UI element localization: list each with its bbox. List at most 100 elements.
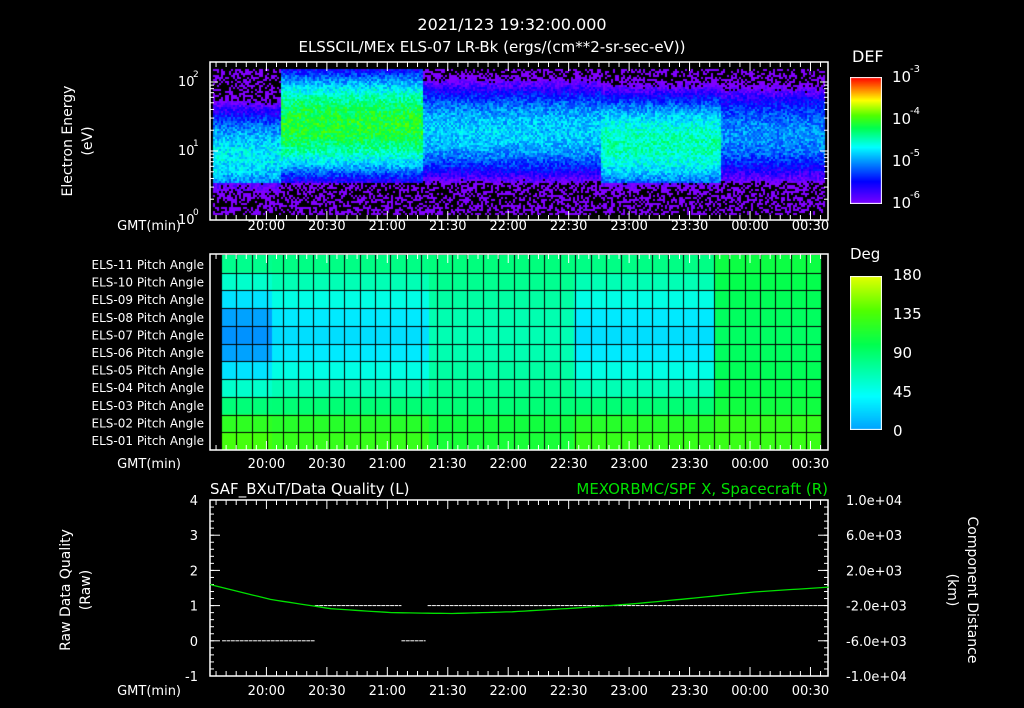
left-tick-label: 4: [190, 494, 198, 509]
pitch-row-labels: ELS-11 Pitch Angle ELS-10 Pitch Angle ELS-…: [92, 258, 204, 448]
time-tick-label: 23:30: [671, 457, 708, 472]
pitch-row-label: ELS-06 Pitch Angle: [92, 346, 204, 360]
pitch-frame: [209, 253, 829, 451]
right-tick-label: 2.0e+03: [846, 564, 902, 579]
time-tick-label: 20:00: [248, 219, 285, 234]
pitch-row-label: ELS-02 Pitch Angle: [92, 416, 204, 430]
svg-text:0: 0: [193, 208, 199, 218]
quality-left-ticks: 4 3 2 1 0 -1: [185, 494, 220, 685]
def-tick-0: 10-3: [892, 64, 920, 86]
quality-frame: [209, 499, 829, 677]
pitch-row-label: ELS-04 Pitch Angle: [92, 381, 204, 395]
pitch-row-label: ELS-01 Pitch Angle: [92, 434, 204, 448]
left-tick-label: 3: [190, 529, 198, 544]
left-tick-label: 1: [190, 600, 198, 615]
pitch-row-label: ELS-05 Pitch Angle: [92, 364, 204, 378]
spectrogram-ytick-1: 101: [178, 139, 199, 159]
quality-right-title: MEXORBMC/SPF X, Spacecraft (R): [576, 480, 828, 498]
pitch-row-label: ELS-09 Pitch Angle: [92, 293, 204, 307]
svg-text:-4: -4: [910, 106, 920, 117]
time-tick-label: 20:30: [308, 219, 345, 234]
svg-text:2: 2: [193, 70, 199, 80]
svg-text:10: 10: [892, 68, 911, 86]
pitch-row-label: ELS-08 Pitch Angle: [92, 311, 204, 325]
time-tick-label: 00:30: [792, 219, 829, 234]
quality-left-ylabel: Raw Data Quality: [58, 529, 74, 651]
pitch-row-label: ELS-03 Pitch Angle: [92, 399, 204, 413]
pitch-angle-heatmap: [211, 255, 828, 450]
deg-colorbar-label: Deg: [850, 245, 880, 263]
left-tick-label: 0: [190, 635, 198, 650]
deg-tick-90: 90: [893, 344, 912, 362]
time-labels: GMT(min) 20:00 20:30 21:00 21:30 22:00 22:30 23…: [117, 219, 829, 699]
quality-left-yunit: (Raw): [78, 570, 94, 610]
svg-text:10: 10: [892, 110, 911, 128]
right-tick-label: -2.0e+03: [846, 600, 907, 615]
svg-text:-5: -5: [910, 148, 920, 159]
quality-series: [222, 605, 819, 642]
svg-text:10: 10: [178, 75, 195, 90]
time-tick-label: 22:00: [489, 219, 526, 234]
plot-title: ELSSCIL/MEx ELS-07 LR-Bk (ergs/(cm**2-sr…: [298, 38, 685, 56]
time-tick-label: 23:30: [671, 684, 708, 699]
right-tick-label: -1.0e+04: [846, 670, 907, 685]
deg-tick-180: 180: [893, 266, 922, 284]
svg-text:10: 10: [892, 152, 911, 170]
deg-tick-135: 135: [893, 305, 922, 323]
time-tick-label: 20:30: [308, 457, 345, 472]
time-tick-label: 20:00: [248, 457, 285, 472]
time-tick-label: 23:30: [671, 219, 708, 234]
time-tick-label: 23:00: [610, 457, 647, 472]
spectrogram-ytick-2: 102: [178, 70, 199, 90]
time-tick-label: 21:30: [429, 684, 466, 699]
time-tick-label: 20:00: [248, 684, 285, 699]
time-axis-label: GMT(min): [117, 684, 181, 699]
svg-text:10: 10: [178, 144, 195, 159]
plot-timestamp: 2021/123 19:32:00.000: [417, 15, 606, 34]
time-tick-label: 22:00: [489, 684, 526, 699]
deg-tick-45: 45: [893, 383, 912, 401]
time-tick-label: 21:00: [369, 684, 406, 699]
def-tick-3: 10-6: [892, 190, 920, 212]
svg-text:10: 10: [178, 213, 195, 228]
quality-left-title: SAF_BXuT/Data Quality (L): [210, 480, 410, 499]
pitch-row-label: ELS-10 Pitch Angle: [92, 276, 204, 290]
spectrogram-frame: [209, 61, 829, 221]
energy-spectrogram: [211, 63, 828, 220]
deg-tick-0: 0: [893, 422, 903, 440]
pitch-row-label: ELS-07 Pitch Angle: [92, 328, 204, 342]
time-tick-label: 21:00: [369, 219, 406, 234]
right-tick-label: 1.0e+04: [846, 494, 902, 509]
def-tick-1: 10-4: [892, 106, 920, 128]
svg-text:1: 1: [193, 139, 199, 149]
time-tick-label: 00:30: [792, 684, 829, 699]
time-tick-label: 21:30: [429, 219, 466, 234]
svg-text:-6: -6: [910, 190, 920, 201]
time-tick-label: 21:00: [369, 457, 406, 472]
time-tick-label: 22:00: [489, 457, 526, 472]
right-tick-label: 6.0e+03: [846, 529, 902, 544]
time-axis-label: GMT(min): [117, 219, 181, 234]
time-ticks: [210, 62, 828, 676]
quality-right-ylabel: Component Distance: [964, 517, 980, 664]
time-tick-label: 00:00: [731, 457, 768, 472]
spectrogram-ylabel: Electron Energy: [60, 86, 76, 197]
time-axis-label: GMT(min): [117, 457, 181, 472]
left-tick-label: -1: [185, 670, 198, 685]
svg-text:-3: -3: [910, 64, 920, 75]
pitch-row-label: ELS-11 Pitch Angle: [92, 258, 204, 272]
time-tick-label: 22:30: [550, 684, 587, 699]
def-tick-2: 10-5: [892, 148, 920, 170]
time-tick-label: 21:30: [429, 457, 466, 472]
quality-right-ticks: 1.0e+04 6.0e+03 2.0e+03 -2.0e+03 -6.0e+03 -1.…: [818, 494, 907, 685]
time-tick-label: 22:30: [550, 457, 587, 472]
time-tick-label: 23:00: [610, 219, 647, 234]
right-tick-label: -6.0e+03: [846, 635, 907, 650]
spectrogram-yunit: (eV): [80, 126, 96, 155]
degree-colorbar: [850, 276, 882, 430]
time-tick-label: 20:30: [308, 684, 345, 699]
def-colorbar: [850, 77, 882, 204]
spectrogram-ytick-0: 100: [178, 208, 199, 228]
svg-text:10: 10: [892, 194, 911, 212]
